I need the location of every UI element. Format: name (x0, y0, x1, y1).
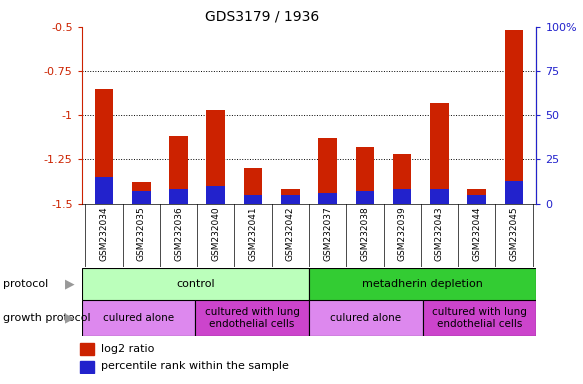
Bar (393, 189, 412, 204)
Bar (318, 193, 337, 204)
Bar (169, 189, 188, 204)
Bar (505, 180, 524, 204)
Bar (309, 300, 423, 336)
Text: metadherin depletion: metadherin depletion (362, 279, 483, 289)
Bar (94, 89, 113, 204)
Bar (309, 268, 536, 300)
Bar (468, 189, 486, 204)
Text: GSM232035: GSM232035 (137, 207, 146, 262)
Text: log2 ratio: log2 ratio (101, 344, 154, 354)
Text: GSM232037: GSM232037 (323, 207, 332, 262)
Text: GSM232045: GSM232045 (510, 207, 518, 262)
Bar (206, 186, 225, 204)
Text: cultured with lung
endothelial cells: cultured with lung endothelial cells (432, 307, 527, 329)
Bar (132, 191, 150, 204)
Bar (132, 182, 150, 204)
Text: growth protocol: growth protocol (3, 313, 90, 323)
Text: percentile rank within the sample: percentile rank within the sample (101, 361, 289, 371)
Bar (318, 138, 337, 204)
Bar (430, 189, 449, 204)
Bar (94, 177, 113, 204)
Bar (244, 168, 262, 204)
Bar (430, 103, 449, 204)
Bar (206, 110, 225, 204)
Bar (423, 300, 536, 336)
Text: control: control (176, 279, 215, 289)
Bar (393, 154, 412, 204)
Text: culured alone: culured alone (331, 313, 401, 323)
Bar (80, 343, 94, 356)
Text: GSM232041: GSM232041 (248, 207, 258, 262)
Bar (281, 189, 300, 204)
Bar (281, 195, 300, 204)
Text: GDS3179 / 1936: GDS3179 / 1936 (205, 10, 319, 23)
Text: GSM232043: GSM232043 (435, 207, 444, 262)
Text: GSM232038: GSM232038 (360, 207, 370, 262)
Text: GSM232036: GSM232036 (174, 207, 183, 262)
Bar (169, 136, 188, 204)
Text: GSM232039: GSM232039 (398, 207, 407, 262)
Bar (505, 30, 524, 204)
Text: GSM232034: GSM232034 (100, 207, 108, 262)
Bar (356, 147, 374, 204)
Bar (80, 361, 94, 373)
Bar (82, 300, 195, 336)
Bar (82, 268, 309, 300)
Text: GSM232044: GSM232044 (472, 207, 481, 261)
Text: ▶: ▶ (65, 312, 75, 325)
Text: protocol: protocol (3, 279, 48, 289)
Text: GSM232042: GSM232042 (286, 207, 295, 261)
Text: GSM232040: GSM232040 (211, 207, 220, 262)
Text: ▶: ▶ (65, 277, 75, 290)
Bar (468, 195, 486, 204)
Bar (195, 300, 309, 336)
Text: culured alone: culured alone (103, 313, 174, 323)
Bar (244, 195, 262, 204)
Text: cultured with lung
endothelial cells: cultured with lung endothelial cells (205, 307, 300, 329)
Bar (356, 191, 374, 204)
